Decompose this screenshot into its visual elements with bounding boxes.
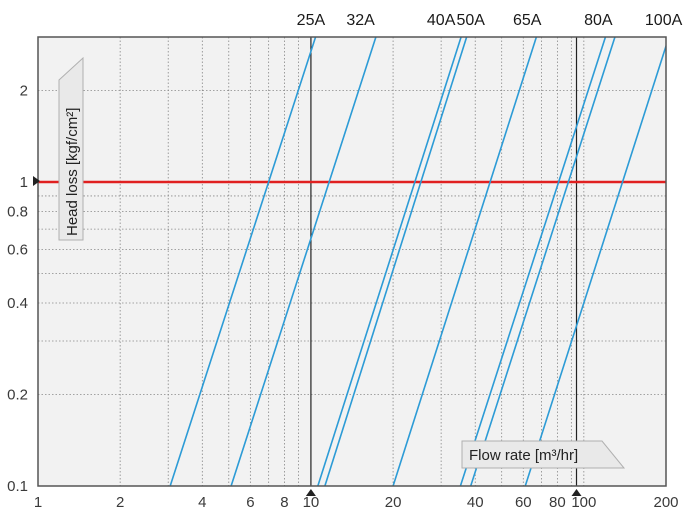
- size-label: 80A: [584, 12, 613, 29]
- y-tick-label: 0.4: [7, 295, 28, 312]
- size-label: 65A: [513, 12, 542, 29]
- axis-labels: 1 2 4 6 8 10 20 40 60 80 100 200 0.1 0.2 0.4 0.6 0.8 1 2 25…: [7, 12, 682, 511]
- x-tick-label: 40: [467, 494, 484, 511]
- y-tick-label: 0.6: [7, 241, 28, 258]
- y-tick-label: 0.8: [7, 203, 28, 220]
- x-tick-label: 60: [515, 494, 532, 511]
- x-tick-label: 2: [116, 494, 124, 511]
- plot-frame: [37, 36, 667, 487]
- series-line-1: [169, 37, 317, 486]
- size-label: 25A: [297, 12, 326, 29]
- series-line-7: [469, 37, 616, 486]
- x-tick-label: 100: [571, 494, 596, 511]
- x-tick-label: 10: [303, 494, 320, 511]
- xlabel-box: Flow rate [m³/hr]: [461, 440, 626, 469]
- x-tick-label: 200: [653, 494, 678, 511]
- y-axis-title: Head loss [kgf/cm²]: [64, 108, 81, 236]
- series-line-4: [324, 37, 468, 486]
- x-reference-marker: [305, 489, 316, 496]
- size-label: 40A: [427, 12, 456, 29]
- series-line-8: [524, 43, 666, 486]
- y-reference-marker: [33, 176, 40, 186]
- y-tick-label: 2: [20, 83, 28, 100]
- x-tick-label: 8: [280, 494, 288, 511]
- y-tick-label: 0.2: [7, 386, 28, 403]
- plot-area: [38, 37, 666, 486]
- x-reference-marker: [571, 489, 582, 496]
- x-tick-label: 80: [549, 494, 566, 511]
- series-line-3: [317, 37, 462, 486]
- x-tick-label: 1: [34, 494, 42, 511]
- reference-lines: [38, 37, 666, 486]
- x-tick-label: 4: [198, 494, 206, 511]
- series-line-6: [459, 37, 607, 486]
- series-lines: [169, 37, 666, 486]
- x-reference-markers: [305, 489, 582, 496]
- size-label: 50A: [456, 12, 485, 29]
- series-line-5: [392, 37, 538, 486]
- series-line-2: [230, 37, 377, 486]
- ylabel-box: Head loss [kgf/cm²]: [58, 56, 84, 241]
- x-axis-title: Flow rate [m³/hr]: [469, 447, 578, 464]
- x-tick-label: 20: [385, 494, 402, 511]
- size-label: 32A: [346, 12, 375, 29]
- y-tick-label: 0.1: [7, 478, 28, 495]
- y-tick-label: 1: [20, 174, 28, 191]
- size-label: 100A: [645, 12, 683, 29]
- x-tick-label: 6: [246, 494, 254, 511]
